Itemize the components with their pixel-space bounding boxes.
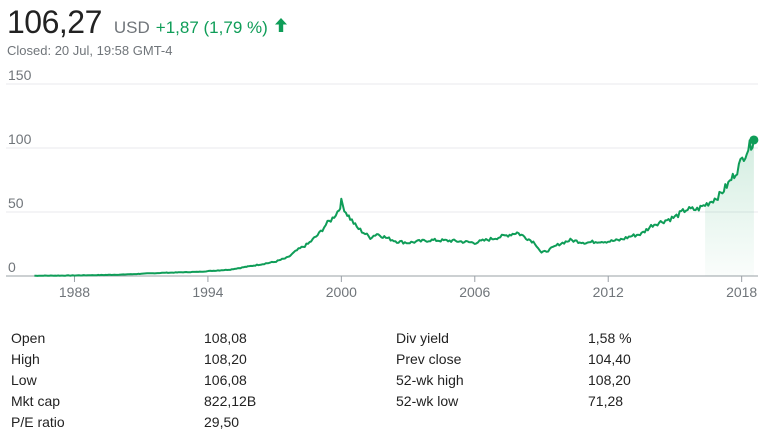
price-line (34, 139, 755, 277)
area-fill (705, 140, 754, 276)
stat-label: Div yield (396, 330, 449, 346)
stat-value: 104,40 (588, 351, 631, 367)
stat-value (588, 412, 708, 433)
stat-label: P/E ratio (11, 414, 65, 430)
stat-value: 1,58 % (588, 330, 632, 346)
stat-value: 822,12B (204, 393, 257, 409)
key-stats: Open 108,08 Div yield 1,58 % High 108,20 Prev … (11, 328, 708, 433)
y-tick-label: 150 (8, 70, 32, 83)
stats-row: Mkt cap 822,12B 52-wk low 71,28 (11, 391, 708, 412)
market-status: Closed: 20 Jul, 19:58 GMT-4 (7, 43, 173, 58)
stat-label: Prev close (396, 351, 462, 367)
x-tick-label: 2012 (593, 284, 624, 300)
price-row: 106,27 USD +1,87 (1,79 %) (7, 4, 288, 41)
stats-row: P/E ratio 29,50 (11, 412, 708, 433)
stat-value: 71,28 (588, 393, 624, 409)
stats-row: Low 106,08 52-wk high 108,20 (11, 370, 708, 391)
quote-header: 106,27 USD +1,87 (1,79 %) Closed: 20 Jul… (7, 4, 288, 58)
stat-label (396, 412, 588, 433)
current-price: 106,27 (7, 4, 102, 40)
currency-label: USD (113, 18, 150, 37)
x-tick-label: 2006 (459, 284, 490, 300)
x-tick-label: 2000 (326, 284, 357, 300)
stat-label: Open (11, 330, 46, 346)
stat-label: 52-wk high (396, 372, 464, 388)
stat-label: Low (11, 372, 37, 388)
y-tick-label: 100 (8, 131, 32, 147)
x-tick-label: 2018 (726, 284, 757, 300)
price-change: +1,87 (1,79 %) (155, 18, 268, 37)
x-tick-label: 1994 (192, 284, 223, 300)
x-tick-label: 1988 (59, 284, 90, 300)
arrow-up-icon (274, 18, 287, 32)
stat-value: 106,08 (204, 372, 247, 388)
y-tick-label: 0 (8, 259, 16, 275)
stat-label: Mkt cap (11, 393, 61, 409)
stats-row: High 108,20 Prev close 104,40 (11, 349, 708, 370)
stats-row: Open 108,08 Div yield 1,58 % (11, 328, 708, 349)
stats-table: Open 108,08 Div yield 1,58 % High 108,20 Prev … (11, 328, 708, 433)
price-chart[interactable]: 150 100 50 0 1988 1994 2000 2006 2012 2018 (0, 70, 763, 305)
stat-value: 29,50 (204, 414, 240, 430)
stat-value: 108,20 (204, 351, 247, 367)
stat-label: High (11, 351, 40, 367)
last-price-marker[interactable] (749, 135, 759, 145)
stat-label: 52-wk low (396, 393, 459, 409)
stat-value: 108,20 (588, 372, 631, 388)
stat-value: 108,08 (204, 330, 247, 346)
y-tick-label: 50 (8, 195, 24, 211)
